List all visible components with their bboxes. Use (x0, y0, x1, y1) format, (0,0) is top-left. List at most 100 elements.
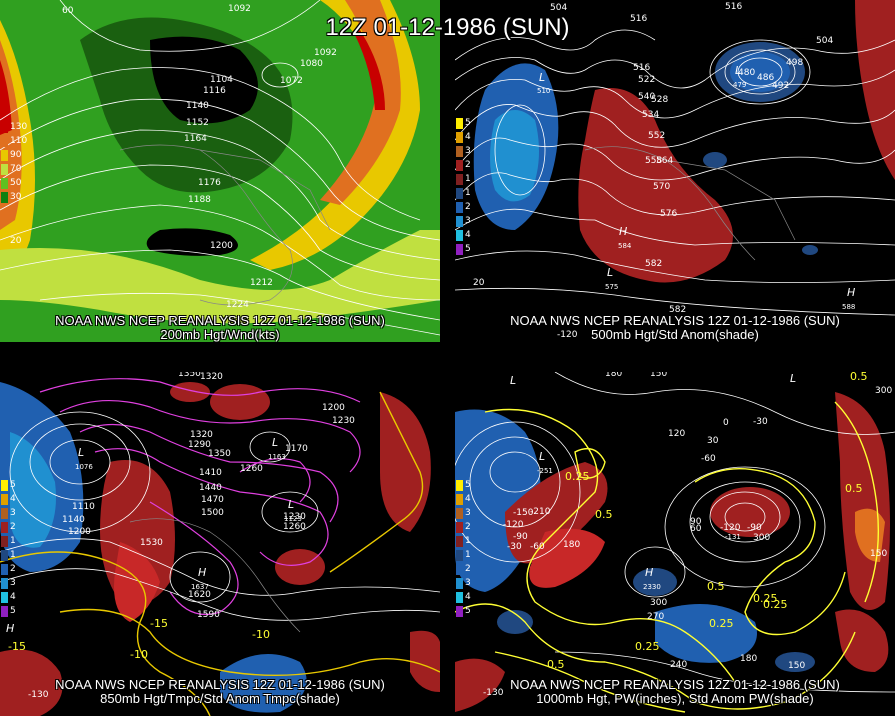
label: -90 (513, 532, 528, 542)
label: 0.5 (595, 508, 613, 521)
label: 1072 (280, 76, 303, 86)
caption-line1: NOAA NWS NCEP REANALYSIS 12Z 01-12-1986 … (55, 677, 385, 692)
caption-line2: 850mb Hgt/Tmpc/Std Anom Tmpc(shade) (100, 691, 340, 706)
label: -150 (513, 508, 534, 518)
legend-swatch (1, 508, 8, 519)
low-marker: L (288, 498, 295, 511)
legend-swatch (1, 136, 8, 147)
label: -30 (507, 542, 522, 552)
label: 1230 (283, 512, 306, 522)
label: 1176 (198, 178, 221, 188)
legend-label: 110 (10, 136, 28, 146)
legend-swatch (456, 480, 463, 491)
caption-line2: 200mb Hgt/Wnd(kts) (160, 327, 280, 342)
label: 516 (725, 2, 743, 12)
label: -30 (753, 417, 768, 427)
center-value: 588 (842, 303, 856, 311)
label: 60 (690, 524, 702, 534)
legend-swatch (1, 592, 8, 603)
label: 504 (816, 36, 834, 46)
label: -130 (28, 690, 49, 700)
legend-swatch (456, 550, 463, 561)
low-marker: L (735, 64, 742, 77)
label: 300 (753, 533, 771, 543)
legend-swatch (456, 564, 463, 575)
label: -15 (150, 617, 168, 630)
label: 1170 (285, 444, 308, 454)
map-500mb (455, 0, 895, 342)
label: 1200 (68, 527, 91, 537)
legend-label: 2 (465, 564, 471, 574)
label: 0.5 (850, 372, 868, 383)
label: 1092 (228, 4, 251, 14)
center-value: 510 (537, 87, 551, 95)
legend-label: 5 (465, 480, 471, 490)
legend-swatch (456, 578, 463, 589)
label: 180 (563, 540, 581, 550)
legend-label: 4 (465, 592, 471, 602)
legend-label: 2 (10, 522, 16, 532)
legend-label: 90 (10, 150, 22, 160)
label: 1188 (188, 195, 211, 205)
center-value: 575 (605, 283, 619, 291)
legend-label: 3 (10, 508, 16, 518)
label: 1092 (314, 48, 337, 58)
legend-label: 3 (465, 146, 471, 156)
label: 1152 (186, 118, 209, 128)
legend-label: 50 (10, 178, 22, 188)
legend-swatch (456, 592, 463, 603)
label: -120 (720, 523, 741, 533)
label: 300 (875, 386, 893, 396)
legend-swatch (456, 508, 463, 519)
legend-label: 3 (465, 216, 471, 226)
legend-swatch (456, 494, 463, 505)
label: 20 (10, 236, 22, 246)
panel-200mb: 130 110 90 70 50 30 60 1092 1092 1080 1072 11… (0, 0, 440, 342)
legend-label: 5 (10, 606, 16, 616)
label: 528 (651, 95, 669, 105)
label: 1290 (188, 440, 211, 450)
caption-line1: NOAA NWS NCEP REANALYSIS 12Z 01-12-1986 … (510, 313, 840, 328)
label: 0.5 (547, 658, 565, 671)
legend-label: 130 (10, 122, 28, 132)
label: 1140 (62, 515, 85, 525)
center-value: 1637 (191, 583, 209, 591)
high-marker: H (847, 286, 856, 299)
legend-label: 1 (465, 536, 471, 546)
label: 0.25 (709, 617, 734, 630)
label: 540 (638, 92, 656, 102)
label: 60 (62, 6, 74, 16)
label: -15 (8, 640, 26, 653)
center-value: -251 (537, 467, 553, 475)
legend-label: 5 (465, 118, 471, 128)
label: 1260 (283, 522, 306, 532)
legend-500mb: 5 4 3 2 1 1 2 3 4 5 (455, 118, 483, 258)
center-value: 1163 (268, 453, 286, 461)
low-marker: L (78, 446, 85, 459)
label: 0.25 (565, 470, 590, 483)
high-marker: H (645, 566, 654, 579)
legend-label: 4 (465, 230, 471, 240)
label: 558 (645, 156, 663, 166)
label: -10 (252, 628, 270, 641)
label: -210 (530, 507, 551, 517)
caption-line2: 500mb Hgt/Std Anom(shade) (591, 327, 759, 342)
label: 0.25 (753, 592, 778, 605)
legend-label: 3 (465, 578, 471, 588)
label: 1350 (208, 449, 231, 459)
label: 150 (870, 549, 888, 559)
legend-swatch (1, 564, 8, 575)
legend-swatch (456, 174, 463, 185)
label: 582 (669, 305, 687, 315)
legend-label: 1 (10, 550, 16, 560)
legend-swatch (456, 160, 463, 171)
legend-label: 1 (10, 536, 16, 546)
legend-label: 1 (465, 188, 471, 198)
label: 1140 (186, 101, 209, 111)
label: -60 (530, 542, 545, 552)
panel-500mb: 5 4 3 2 1 1 2 3 4 5 504 516 516 516 L 510 522 528… (455, 0, 895, 342)
label: 300 (650, 598, 668, 608)
label: 0 (723, 418, 729, 428)
